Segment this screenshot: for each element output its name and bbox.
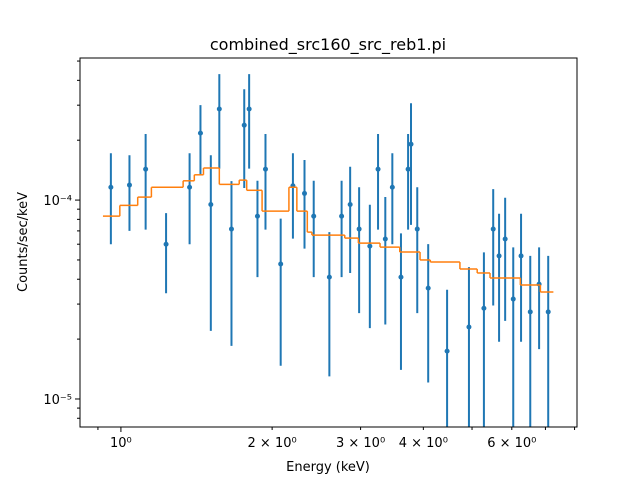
data-point	[414, 226, 420, 232]
data-point	[108, 184, 114, 190]
data-point	[481, 305, 487, 311]
x-tick-label: 4 × 10⁰	[399, 436, 448, 451]
data-point	[389, 184, 395, 190]
data-point	[496, 253, 502, 259]
data-point	[143, 166, 149, 172]
data-point	[302, 190, 308, 196]
data-point	[356, 226, 362, 232]
x-tick-label: 10⁰	[110, 436, 132, 451]
data-point	[241, 122, 247, 128]
x-tick-label: 2 × 10⁰	[248, 436, 297, 451]
data-point	[398, 274, 404, 280]
data-point	[187, 184, 193, 190]
data-point	[425, 285, 431, 291]
chart-title: combined_src160_src_reb1.pi	[210, 35, 446, 55]
data-point	[408, 141, 414, 147]
data-point	[545, 309, 551, 315]
y-axis-label: Counts/sec/keV	[16, 192, 31, 292]
data-point	[339, 213, 345, 219]
data-point	[527, 309, 533, 315]
data-point	[326, 274, 332, 280]
x-axis-label: Energy (keV)	[286, 460, 370, 475]
data-point	[518, 253, 524, 259]
data-point	[163, 241, 169, 247]
x-tick-label: 6 × 10⁰	[487, 436, 536, 451]
data-point	[375, 166, 381, 172]
plot-area	[102, 74, 554, 427]
data-point	[510, 296, 516, 302]
data-point	[278, 261, 284, 267]
data-point	[246, 106, 252, 112]
data-point	[254, 213, 260, 219]
data-point	[367, 243, 373, 249]
data-point	[216, 106, 222, 112]
data-point	[208, 202, 214, 208]
data-point	[197, 130, 203, 136]
data-point	[347, 202, 353, 208]
data-point	[502, 236, 508, 242]
data-point	[444, 348, 450, 354]
data-point	[126, 182, 132, 188]
axes-frame	[79, 57, 578, 428]
x-tick-label: 3 × 10⁰	[336, 436, 385, 451]
data-point	[228, 226, 234, 232]
data-point	[311, 213, 317, 219]
data-point	[466, 324, 472, 330]
y-tick-label: 10⁻⁴	[43, 194, 72, 209]
y-tick-label: 10⁻⁵	[43, 393, 72, 408]
data-point	[382, 236, 388, 242]
data-point	[490, 226, 496, 232]
data-point	[262, 166, 268, 172]
data-point	[405, 166, 411, 172]
